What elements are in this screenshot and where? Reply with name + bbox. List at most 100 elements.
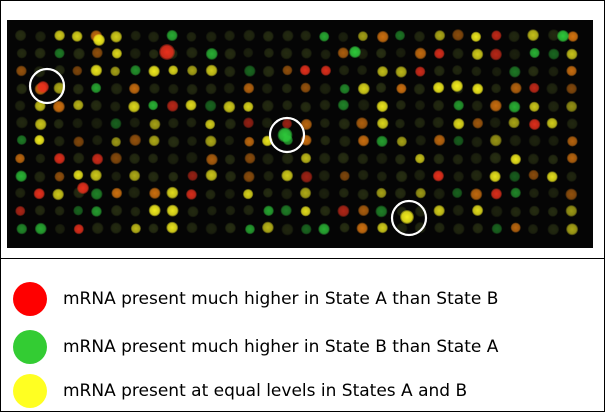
spot-green [91, 206, 102, 217]
spot-yellow [185, 99, 197, 111]
spot-dark [282, 100, 293, 111]
spot-yellow [566, 100, 578, 113]
spot-yellow [166, 221, 179, 234]
spot-dark [394, 187, 407, 199]
spot-orange [72, 65, 83, 76]
spot-yellow [52, 188, 64, 201]
spot-yellow [529, 101, 540, 113]
spot-dark [453, 223, 465, 235]
spot-green [301, 223, 312, 235]
spot-dark [395, 170, 408, 183]
spot-dark [263, 170, 274, 182]
spot-dark [527, 223, 539, 235]
spot-dark [16, 83, 28, 95]
spot-dark [319, 205, 331, 217]
spot-yellow [415, 187, 427, 199]
spot-dark [224, 222, 236, 234]
spot-dark [262, 65, 275, 78]
spot-dark [357, 169, 369, 181]
spot-orange [111, 187, 123, 199]
spot-red [37, 81, 49, 93]
spot-dark [72, 83, 84, 95]
spot-dark [206, 205, 217, 216]
spot-dark [489, 117, 501, 129]
spot-yellow [471, 48, 484, 61]
spot-red [300, 171, 313, 183]
legend-item-red: mRNA present much higher in State A than… [13, 281, 498, 317]
spot-dark [53, 118, 64, 129]
spot-dark [262, 30, 274, 42]
spot-red [320, 65, 332, 76]
spot-red [186, 189, 197, 200]
spot-yellow [243, 101, 254, 113]
spot-green [509, 171, 521, 182]
highlight-circle-2 [268, 116, 306, 154]
spot-green [148, 100, 159, 111]
spot-dark [224, 118, 236, 130]
spot-dark [111, 171, 122, 182]
spot-yellow [396, 136, 407, 147]
spot-yellow [432, 81, 445, 94]
spot-dark [470, 152, 483, 165]
spot-yellow [205, 135, 217, 147]
spot-yellow [565, 205, 578, 217]
spot-dark [34, 171, 46, 183]
spot-dark [130, 30, 141, 41]
spot-dark [453, 171, 464, 182]
spot-green [510, 187, 521, 199]
spot-dark [92, 134, 103, 146]
spot-yellow [149, 118, 161, 130]
spot-dark [282, 30, 294, 42]
spot-red [91, 153, 104, 165]
spot-orange [566, 65, 577, 77]
spot-dark [357, 65, 368, 76]
spot-dark [224, 135, 235, 146]
spot-dark [528, 65, 539, 77]
spot-orange [566, 152, 578, 164]
spot-dark [110, 82, 123, 95]
spot-dark [338, 31, 349, 43]
spot-dark [320, 135, 331, 146]
spot-dark [432, 116, 445, 129]
spot-dark [15, 116, 28, 129]
spot-yellow [400, 210, 414, 224]
spot-yellow [110, 30, 123, 43]
spot-dark [281, 152, 294, 165]
legend-item-yellow: mRNA present at equal levels in States A… [13, 373, 467, 409]
spot-yellow [434, 30, 446, 41]
spot-dark [509, 48, 521, 60]
spot-orange [376, 30, 389, 43]
spot-yellow [566, 48, 578, 60]
spot-orange [565, 188, 578, 201]
spot-dark [149, 83, 160, 94]
spot-green [453, 135, 464, 146]
spot-yellow [187, 65, 198, 76]
spot-orange [243, 82, 255, 94]
spot-yellow [205, 64, 218, 77]
spot-yellow [242, 188, 254, 200]
red-dot-icon [13, 282, 47, 316]
spot-yellow [300, 152, 312, 164]
spot-yellow [281, 169, 294, 182]
spot-dark [281, 223, 294, 236]
spot-orange [300, 82, 311, 93]
spot-yellow [472, 204, 484, 216]
spot-green [277, 127, 293, 143]
spot-green [15, 170, 27, 182]
spot-orange [128, 83, 140, 95]
spot-dark [375, 48, 387, 59]
spot-dark [168, 117, 179, 129]
spot-green [205, 47, 218, 60]
spot-dark [129, 47, 141, 60]
spot-orange [414, 47, 427, 60]
spot-yellow [90, 169, 102, 182]
spot-green [339, 83, 350, 94]
spot-dark [491, 66, 502, 77]
spot-dark [395, 47, 406, 58]
spot-red [434, 48, 445, 59]
spot-dark [223, 82, 235, 94]
spot-orange [243, 171, 255, 183]
spot-dark [339, 135, 351, 148]
spot-green [280, 204, 292, 217]
spot-dark [167, 136, 180, 148]
